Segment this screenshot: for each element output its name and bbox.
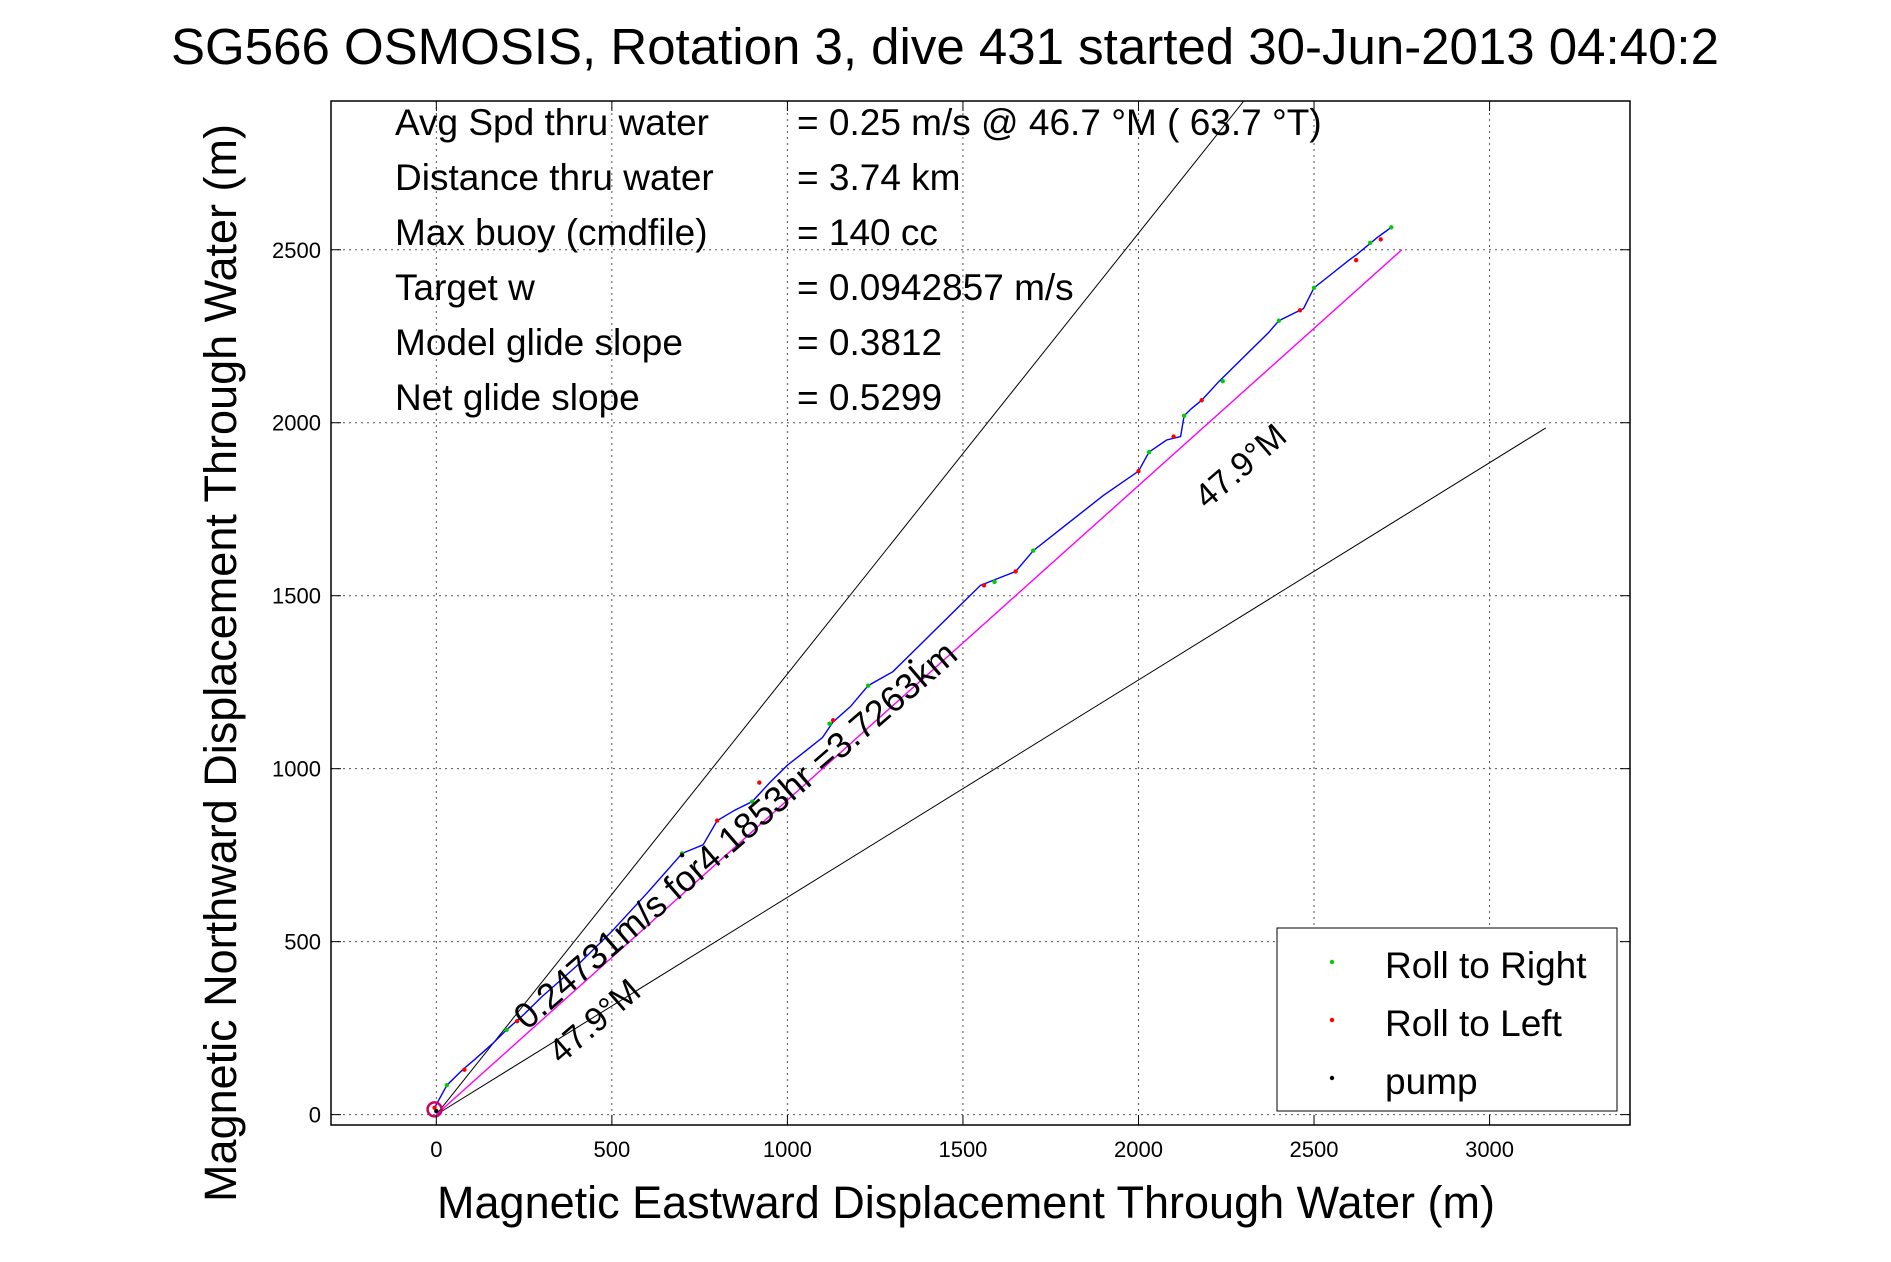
- legend-label: pump: [1385, 1061, 1478, 1102]
- series-1-point: [830, 718, 836, 723]
- series-2-point: [434, 1108, 439, 1114]
- x-tick-label: 1000: [763, 1137, 812, 1162]
- legend-marker: [1329, 1075, 1335, 1081]
- series-0-point: [1276, 318, 1282, 323]
- series-1-point: [1297, 308, 1303, 313]
- x-tick-label: 3000: [1465, 1137, 1514, 1162]
- stat-label: Model glide slope: [395, 322, 683, 363]
- stat-value: = 3.74 km: [797, 157, 961, 198]
- legend-label: Roll to Right: [1385, 945, 1587, 986]
- y-tick-label: 2000: [272, 411, 321, 436]
- cone-upper-line: [435, 101, 1245, 1115]
- x-tick-label: 0: [430, 1137, 442, 1162]
- x-tick-label: 500: [594, 1137, 631, 1162]
- series-0-point: [992, 579, 997, 585]
- series-1-point: [1199, 398, 1204, 403]
- legend-marker: [1329, 959, 1335, 965]
- x-tick-label: 1500: [938, 1137, 987, 1162]
- series-1-point: [1353, 257, 1359, 263]
- stat-label: Net glide slope: [395, 377, 640, 418]
- roll-markers: [432, 225, 1394, 1114]
- x-tick-label: 2000: [1114, 1137, 1163, 1162]
- track-line: [433, 226, 1392, 1109]
- series-1-point: [1013, 569, 1018, 574]
- series-1-point: [714, 818, 720, 823]
- series-0-point: [1220, 379, 1225, 384]
- stat-value: = 0.0942857 m/s: [797, 267, 1074, 308]
- series-0-point: [865, 683, 871, 688]
- series-0-point: [827, 721, 832, 726]
- stat-value: = 140 cc: [797, 212, 938, 253]
- reference-lines: [435, 101, 1547, 1116]
- stat-value: = 0.25 m/s @ 46.7 °M ( 63.7 °T): [797, 102, 1322, 143]
- legend-marker: [1329, 1017, 1335, 1023]
- series-1-point: [757, 780, 762, 785]
- x-axis-label: Magnetic Eastward Displacement Through W…: [437, 1177, 1495, 1228]
- series-1-point: [981, 583, 987, 588]
- series-0-point: [750, 799, 755, 804]
- series-0-point: [1368, 240, 1373, 246]
- series-1-point: [514, 1019, 520, 1024]
- stat-label: Distance thru water: [395, 157, 714, 198]
- series-1-point: [1136, 468, 1141, 474]
- stats-block: Avg Spd thru water = 0.25 m/s @ 46.7 °M (…: [395, 102, 1322, 418]
- axis-ticks: 0 500 1000 1500 2000 2500 3000 0 500 1000 1500 2000…: [272, 101, 1630, 1162]
- series-1-point: [1171, 434, 1176, 439]
- series-0-point: [1146, 449, 1152, 455]
- series-0-point: [1311, 285, 1317, 291]
- series-0-point: [444, 1083, 450, 1088]
- y-tick-label: 1000: [272, 757, 321, 782]
- heading-line: [435, 249, 1403, 1116]
- y-tick-label: 1500: [272, 584, 321, 609]
- series-0-point: [1030, 548, 1036, 553]
- y-tick-label: 2500: [272, 238, 321, 263]
- series-1-point: [432, 1105, 437, 1110]
- y-axis-label: Magnetic Northward Displacement Through …: [195, 124, 246, 1202]
- start-marker: [426, 1101, 443, 1118]
- legend-label: Roll to Left: [1385, 1003, 1563, 1044]
- series-2-point: [908, 659, 913, 664]
- series-0-point: [1389, 225, 1394, 230]
- stat-label: Max buoy (cmdfile): [395, 212, 708, 253]
- series-1-point: [462, 1067, 467, 1072]
- legend: Roll to Right Roll to Left pump: [1276, 927, 1618, 1112]
- stat-label: Avg Spd thru water: [395, 102, 709, 143]
- track-layer: [426, 226, 1392, 1118]
- cone-lower-line: [436, 427, 1547, 1116]
- stat-value: = 0.3812: [797, 322, 942, 363]
- series-1-point: [1378, 237, 1383, 242]
- series-0-point: [504, 1027, 509, 1033]
- chart-title: SG566 OSMOSIS, Rotation 3, dive 431 star…: [171, 18, 1719, 75]
- series-0-point: [1181, 413, 1187, 419]
- y-tick-label: 500: [284, 930, 321, 955]
- series-2-point: [679, 852, 685, 858]
- plot-frame: [330, 100, 1631, 1126]
- stat-label: Target w: [395, 267, 535, 308]
- stat-value: = 0.5299: [797, 377, 942, 418]
- y-tick-label: 0: [309, 1103, 321, 1128]
- x-tick-label: 2500: [1290, 1137, 1339, 1162]
- grid: [331, 101, 1630, 1125]
